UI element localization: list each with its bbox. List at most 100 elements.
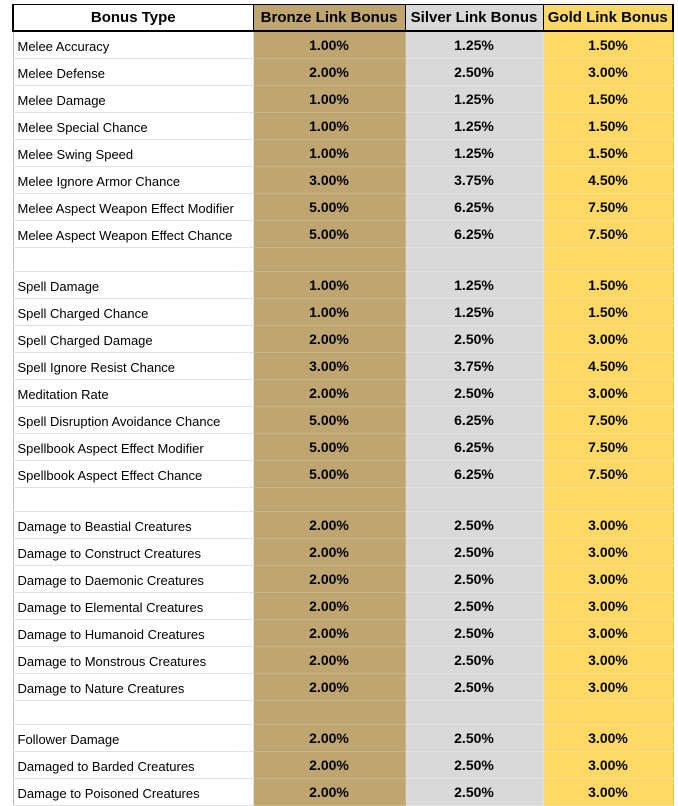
silver-value-cell: 2.50%	[404, 325, 544, 353]
bronze-value-cell: 5.00%	[252, 433, 406, 461]
bonus-name-cell: Melee Swing Speed	[12, 139, 254, 167]
header-bronze-link-bonus: Bronze Link Bonus	[252, 4, 406, 32]
gold-value-cell: 3.00%	[542, 325, 674, 353]
gold-value-cell: 1.50%	[542, 271, 674, 299]
gold-value-cell: 3.00%	[542, 778, 674, 806]
silver-value-cell: 2.50%	[404, 673, 544, 701]
bonus-name-cell: Melee Special Chance	[12, 112, 254, 140]
bonus-name-cell: Damage to Construct Creatures	[12, 538, 254, 566]
table-row: Follower Damage 2.00% 2.50% 3.00%	[12, 724, 674, 752]
bonus-name-cell: Damage to Poisoned Creatures	[12, 778, 254, 806]
silver-value-cell: 2.50%	[404, 778, 544, 806]
spacer-row	[12, 247, 674, 272]
bronze-value-cell: 2.00%	[252, 751, 406, 779]
silver-value-cell: 6.25%	[404, 433, 544, 461]
bronze-value-cell: 3.00%	[252, 166, 406, 194]
silver-value-cell: 2.50%	[404, 565, 544, 593]
silver-value-cell: 2.50%	[404, 751, 544, 779]
silver-value-cell: 2.50%	[404, 592, 544, 620]
silver-value-cell: 2.50%	[404, 379, 544, 407]
table-row: Damage to Beastial Creatures 2.00% 2.50% 3.…	[12, 511, 674, 539]
bonus-name-cell: Spell Charged Damage	[12, 325, 254, 353]
bronze-value-cell: 1.00%	[252, 298, 406, 326]
bonus-name-cell: Spell Ignore Resist Chance	[12, 352, 254, 380]
empty-cell	[404, 487, 544, 512]
table-row: Melee Special Chance 1.00% 1.25% 1.50%	[12, 112, 674, 140]
gold-value-cell: 3.00%	[542, 379, 674, 407]
table-row: Spell Disruption Avoidance Chance 5.00% 6.…	[12, 406, 674, 434]
bronze-value-cell: 2.00%	[252, 565, 406, 593]
silver-value-cell: 1.25%	[404, 85, 544, 113]
gold-value-cell: 1.50%	[542, 139, 674, 167]
bronze-value-cell: 2.00%	[252, 724, 406, 752]
bonus-name-cell: Spellbook Aspect Effect Modifier	[12, 433, 254, 461]
table-row: Melee Accuracy 1.00% 1.25% 1.50%	[12, 30, 674, 59]
bonus-name-cell: Damage to Nature Creatures	[12, 673, 254, 701]
gold-value-cell: 7.50%	[542, 220, 674, 248]
silver-value-cell: 6.25%	[404, 193, 544, 221]
empty-cell	[12, 700, 254, 725]
silver-value-cell: 2.50%	[404, 58, 544, 86]
bronze-value-cell: 2.00%	[252, 58, 406, 86]
gold-value-cell: 7.50%	[542, 193, 674, 221]
bonus-name-cell: Melee Aspect Weapon Effect Modifier	[12, 193, 254, 221]
table-row: Damage to Nature Creatures 2.00% 2.50% 3.00…	[12, 673, 674, 701]
bonus-name-cell: Melee Aspect Weapon Effect Chance	[12, 220, 254, 248]
gold-value-cell: 3.00%	[542, 724, 674, 752]
table-row: Melee Swing Speed 1.00% 1.25% 1.50%	[12, 139, 674, 167]
bronze-value-cell: 2.00%	[252, 778, 406, 806]
link-bonus-table: Bonus Type Bronze Link Bonus Silver Link…	[12, 4, 674, 806]
gold-value-cell: 3.00%	[542, 592, 674, 620]
header-bonus-type: Bonus Type	[12, 4, 254, 32]
bonus-name-cell: Follower Damage	[12, 724, 254, 752]
gold-value-cell: 1.50%	[542, 112, 674, 140]
spacer-row	[12, 487, 674, 512]
table-row: Damage to Poisoned Creatures 2.00% 2.50% 3.…	[12, 778, 674, 806]
table-row: Spell Damage 1.00% 1.25% 1.50%	[12, 271, 674, 299]
gold-value-cell: 3.00%	[542, 673, 674, 701]
bronze-value-cell: 1.00%	[252, 271, 406, 299]
bronze-value-cell: 2.00%	[252, 325, 406, 353]
gold-value-cell: 1.50%	[542, 85, 674, 113]
silver-value-cell: 1.25%	[404, 112, 544, 140]
bonus-name-cell: Spell Damage	[12, 271, 254, 299]
gold-value-cell: 3.00%	[542, 646, 674, 674]
silver-value-cell: 2.50%	[404, 646, 544, 674]
bronze-value-cell: 1.00%	[252, 112, 406, 140]
gold-value-cell: 1.50%	[542, 298, 674, 326]
table-body: Melee Accuracy 1.00% 1.25% 1.50% Melee Defen…	[12, 30, 674, 806]
bronze-value-cell: 5.00%	[252, 193, 406, 221]
silver-value-cell: 2.50%	[404, 619, 544, 647]
empty-cell	[404, 247, 544, 272]
gold-value-cell: 4.50%	[542, 352, 674, 380]
bronze-value-cell: 2.00%	[252, 673, 406, 701]
bonus-name-cell: Melee Accuracy	[12, 30, 254, 59]
gold-value-cell: 7.50%	[542, 406, 674, 434]
silver-value-cell: 1.25%	[404, 271, 544, 299]
silver-value-cell: 2.50%	[404, 538, 544, 566]
table-row: Melee Aspect Weapon Effect Modifier 5.00%…	[12, 193, 674, 221]
table-row: Melee Defense 2.00% 2.50% 3.00%	[12, 58, 674, 86]
bonus-name-cell: Spellbook Aspect Effect Chance	[12, 460, 254, 488]
bronze-value-cell: 2.00%	[252, 592, 406, 620]
bronze-value-cell: 1.00%	[252, 30, 406, 59]
silver-value-cell: 3.75%	[404, 352, 544, 380]
silver-value-cell: 1.25%	[404, 139, 544, 167]
gold-value-cell: 7.50%	[542, 433, 674, 461]
bonus-name-cell: Spell Charged Chance	[12, 298, 254, 326]
header-gold-link-bonus: Gold Link Bonus	[542, 4, 674, 32]
bonus-name-cell: Damage to Beastial Creatures	[12, 511, 254, 539]
table-row: Spell Charged Chance 1.00% 1.25% 1.50%	[12, 298, 674, 326]
bonus-name-cell: Damaged to Barded Creatures	[12, 751, 254, 779]
empty-cell	[12, 247, 254, 272]
empty-cell	[404, 700, 544, 725]
bonus-name-cell: Damage to Daemonic Creatures	[12, 565, 254, 593]
empty-cell	[252, 247, 406, 272]
silver-value-cell: 2.50%	[404, 511, 544, 539]
table-row: Damage to Construct Creatures 2.00% 2.50% 3…	[12, 538, 674, 566]
gold-value-cell: 4.50%	[542, 166, 674, 194]
bronze-value-cell: 2.00%	[252, 538, 406, 566]
bonus-name-cell: Melee Damage	[12, 85, 254, 113]
bonus-name-cell: Damage to Monstrous Creatures	[12, 646, 254, 674]
gold-value-cell: 3.00%	[542, 58, 674, 86]
